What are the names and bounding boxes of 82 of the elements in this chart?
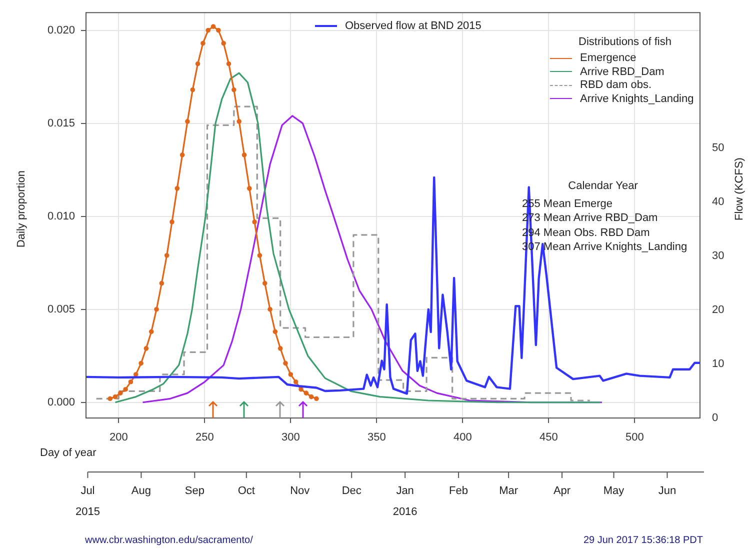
- point: [206, 28, 211, 33]
- x2-tick-label: Sep: [184, 484, 204, 498]
- x2-tick-label: Mar: [499, 484, 518, 498]
- legend-label: Arrive Knights_Landing: [579, 92, 694, 106]
- point: [268, 306, 272, 312]
- annotation: Calendar Year: [568, 180, 638, 194]
- point: [154, 306, 159, 312]
- point: [112, 394, 118, 400]
- y2-tick-label: 40: [712, 196, 724, 208]
- x2-tick-label: Jul 2015: [75, 484, 100, 518]
- point: [148, 329, 154, 334]
- y2-tick-label: 10: [712, 358, 724, 370]
- legend-title: Distributions of fish: [578, 36, 672, 50]
- x2-tick-label: Dec: [342, 484, 362, 498]
- point: [314, 396, 319, 402]
- legend-label: Emergence: [579, 52, 636, 66]
- y-tick-label: 0.020: [47, 24, 75, 36]
- point: [246, 186, 252, 191]
- y-axis-title: Daily proportion: [16, 170, 28, 248]
- point: [170, 220, 174, 224]
- point: [272, 329, 278, 334]
- point: [200, 40, 206, 46]
- x-tick-label: 300: [281, 432, 300, 444]
- point: [174, 186, 180, 191]
- point: [138, 360, 144, 366]
- point: [232, 87, 236, 92]
- y2-tick-label: 0: [712, 412, 718, 424]
- x2-tick-label: Apr: [553, 484, 571, 498]
- y2-tick-label: 30: [712, 250, 724, 262]
- point: [164, 252, 170, 258]
- x-tick-label: 350: [367, 432, 386, 444]
- x-tick-label: 250: [195, 432, 214, 444]
- point: [236, 119, 242, 124]
- x2-tick-label: Jun: [658, 484, 676, 498]
- text: 29 Jun 2017 15:36:18 PDT: [583, 534, 703, 546]
- point: [190, 87, 196, 92]
- y-tick-label: 0.005: [47, 303, 75, 316]
- point: [308, 394, 314, 400]
- point: [180, 152, 185, 158]
- point: [226, 61, 232, 66]
- point: [185, 119, 190, 124]
- x-tick-label: 450: [539, 432, 558, 444]
- point: [242, 152, 247, 158]
- point: [144, 346, 149, 351]
- y-tick-label: 0.010: [47, 210, 75, 222]
- text: www.cbr.washington.edu/sacramento/: [85, 534, 253, 546]
- point: [108, 396, 112, 402]
- x2-tick-label: Aug: [131, 484, 151, 498]
- point: [298, 386, 304, 392]
- x2-tick-label: Nov: [290, 484, 310, 498]
- point: [159, 280, 164, 286]
- point: [304, 390, 309, 396]
- point: [278, 346, 283, 351]
- point: [195, 61, 200, 66]
- point: [262, 280, 268, 286]
- point: [128, 380, 134, 384]
- point: [221, 40, 226, 46]
- point: [293, 380, 298, 384]
- x-axis-title: Day of year: [40, 446, 96, 460]
- x2-tick-label: Jan 2016: [392, 484, 418, 518]
- point: [257, 252, 262, 258]
- x-tick-label: 400: [453, 432, 472, 444]
- y2-axis-title: Flow (KCFS): [734, 157, 746, 220]
- y-tick-label: 0.015: [47, 117, 75, 130]
- point: [216, 28, 221, 33]
- x2-tick-label: May: [603, 484, 624, 498]
- y2-tick-label: 50: [712, 142, 724, 154]
- point: [123, 386, 128, 392]
- y-tick-label: 0.000: [47, 396, 75, 408]
- y2-tick-label: 20: [712, 304, 724, 316]
- point: [283, 360, 288, 366]
- legend-label: RBD dam obs.: [579, 79, 652, 92]
- legend-label: Arrive RBD_Dam: [579, 66, 664, 79]
- x-tick-label: 500: [625, 432, 644, 444]
- legend-label: Observed flow at BND 2015: [344, 20, 482, 34]
- point: [252, 220, 257, 224]
- x2-tick-label: Oct: [238, 484, 255, 498]
- x-tick-label: 200: [110, 432, 128, 444]
- point: [118, 390, 123, 396]
- x2-tick-label: Feb: [449, 484, 468, 498]
- point: [210, 24, 216, 29]
- point: [288, 372, 294, 377]
